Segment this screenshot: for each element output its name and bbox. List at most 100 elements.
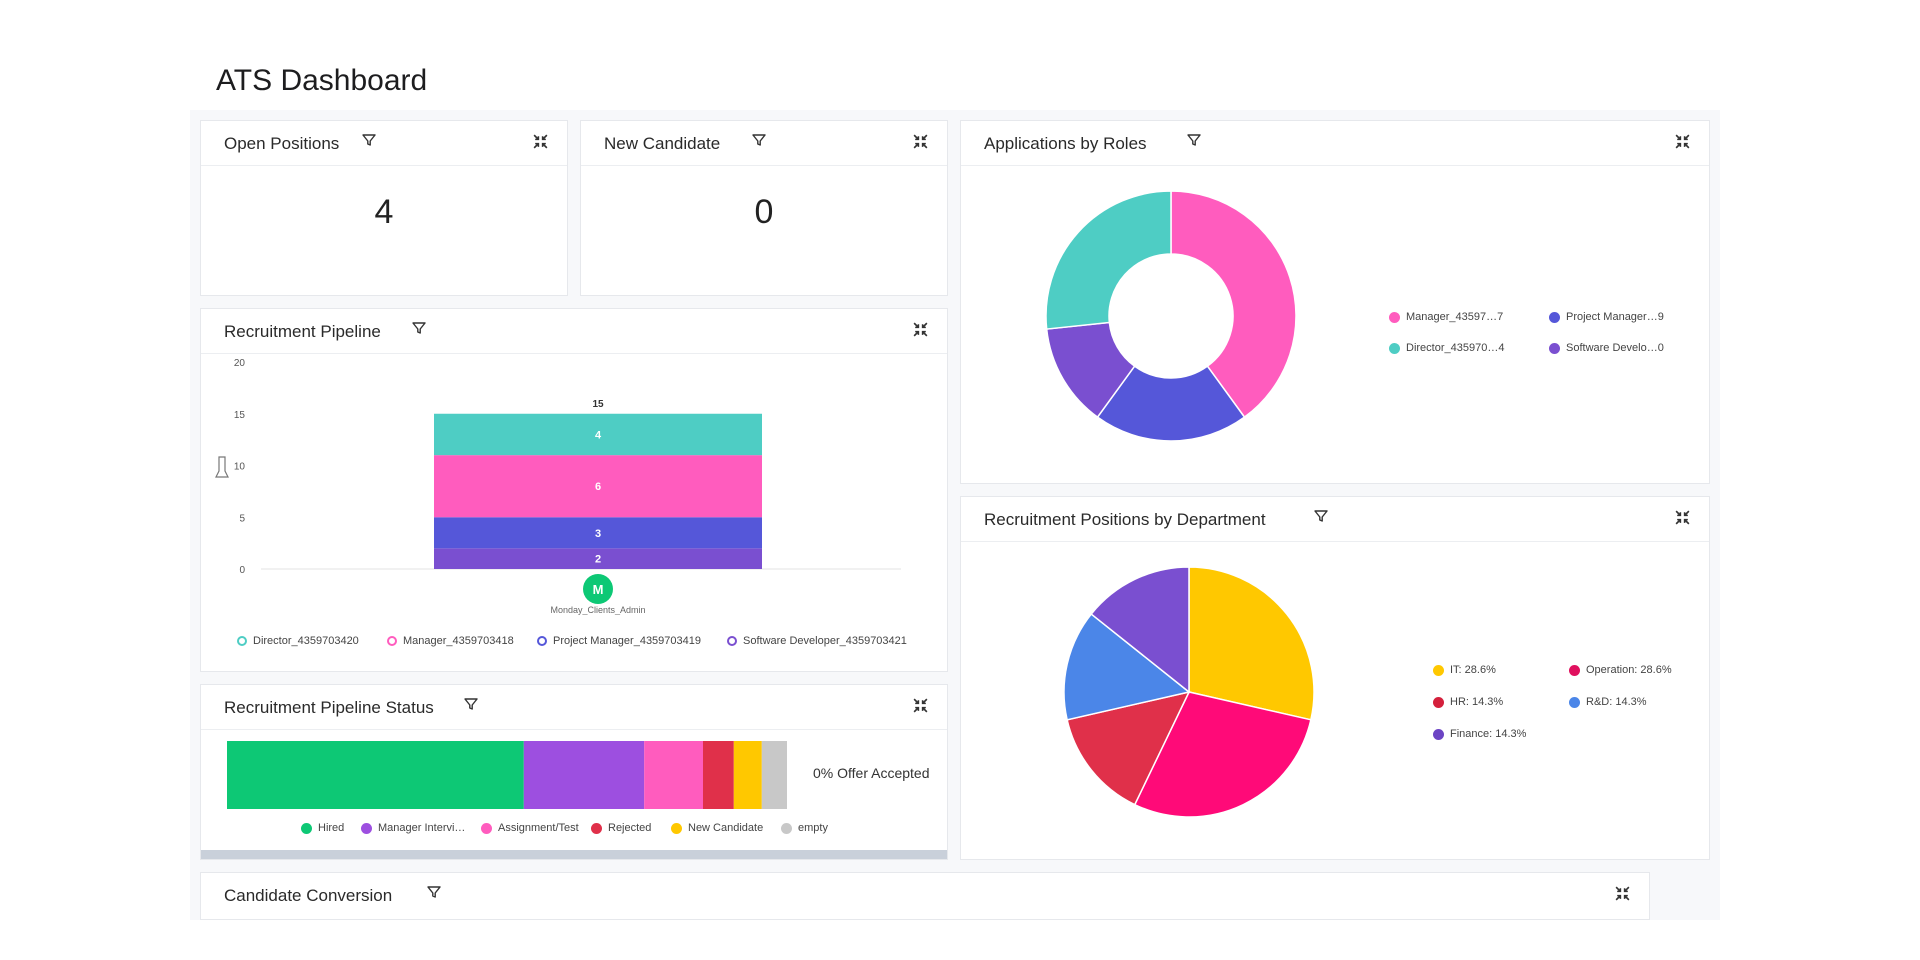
legend-label: Finance: 14.3% [1450,728,1527,740]
pipeline-status-bar [227,741,787,809]
legend-marker [237,636,247,646]
filter-icon[interactable] [1186,132,1202,148]
card-horizontal-scrollbar[interactable] [201,850,947,859]
pie-slice[interactable] [1188,566,1315,721]
legend-marker [1433,664,1444,676]
pie-slice[interactable] [1063,613,1191,721]
pie-slice[interactable] [1045,190,1172,330]
legend-item[interactable]: IT: 28.6% [1433,664,1496,676]
status-bar-segment[interactable] [703,741,734,809]
status-bar-segment[interactable] [761,741,787,809]
legend-item[interactable]: Hired [301,822,344,834]
segment-value-label: 6 [595,481,601,493]
y-tick-label: 0 [239,565,245,576]
expand-icon[interactable] [912,697,929,714]
status-bar-segment[interactable] [227,741,524,809]
stacked-bar-segment[interactable] [434,455,762,518]
legend-marker [671,822,682,834]
stacked-bar-segment[interactable] [434,548,762,569]
card-title: Recruitment Pipeline Status [224,698,434,717]
legend-label: Director_4359703420 [253,635,359,647]
expand-icon[interactable] [1614,885,1631,902]
legend-marker [1569,664,1580,676]
legend-item[interactable]: HR: 14.3% [1433,696,1503,708]
legend-item[interactable]: Software Developer_4359703421 [727,635,907,647]
legend-marker [781,822,792,834]
legend-marker [1389,311,1400,323]
status-bar-segment[interactable] [644,741,703,809]
legend-marker [1433,728,1444,740]
legend-item[interactable]: empty [781,822,828,834]
card-header: Applications by Roles [961,121,1709,166]
card-header: Open Positions [201,121,567,166]
page-header: ATS Dashboard [190,50,1720,110]
filter-icon[interactable] [411,320,427,336]
legend-marker [1549,342,1560,354]
category-avatar[interactable] [583,574,613,604]
bar-total-label: 15 [592,399,604,410]
filter-icon[interactable] [426,884,442,900]
legend-item[interactable]: Operation: 28.6% [1569,664,1672,676]
open-positions-value: 4 [374,193,394,231]
status-bar-segment[interactable] [523,741,645,809]
legend-label: New Candidate [688,822,764,834]
card-title: Recruitment Pipeline [224,322,381,341]
filter-icon[interactable] [1313,508,1329,524]
legend-item[interactable]: Director_435970…4 [1389,342,1504,354]
filter-icon[interactable] [361,132,377,148]
legend-marker [361,822,372,834]
axis-glyph [215,456,229,478]
card-header: New Candidate [581,121,947,166]
status-bar-segment[interactable] [733,741,762,809]
stacked-bar-segment[interactable] [434,517,762,549]
legend-item[interactable]: Finance: 14.3% [1433,728,1526,740]
legend-label: Project Manager…9 [1566,311,1664,323]
pie-slice[interactable] [1096,365,1246,442]
legend-label: Manager_4359703418 [403,635,514,647]
expand-icon[interactable] [1674,133,1691,150]
expand-icon[interactable] [912,321,929,338]
legend-item[interactable]: Manager Intervi… [361,822,465,834]
applications-legend: Manager_43597…7 Project Manager…9 Director… [1389,311,1709,371]
legend-marker [727,636,737,646]
pie-slice[interactable] [1133,691,1312,818]
pie-slice[interactable] [1066,690,1191,806]
expand-icon[interactable] [912,133,929,150]
pie-slice[interactable] [1170,190,1297,419]
legend-marker [591,822,602,834]
legend-label: Hired [318,822,345,834]
card-title: Candidate Conversion [224,886,393,905]
stacked-bar-segment[interactable] [434,413,762,456]
legend-item[interactable]: R&D: 14.3% [1569,696,1647,708]
legend-item[interactable]: Director_4359703420 [237,635,359,647]
category-label: Monday_Clients_Admin [550,605,645,615]
department-legend: IT: 28.6% Operation: 28.6% HR: 14.3% R&D: 1… [1433,664,1703,754]
pie-slice[interactable] [1090,566,1190,694]
legend-item[interactable]: Project Manager_4359703419 [537,635,701,647]
applications-donut-chart [1045,190,1297,442]
card-header: Recruitment Pipeline Status [201,685,947,730]
legend-item[interactable]: Manager_4359703418 [387,635,514,647]
legend-item[interactable]: Manager_43597…7 [1389,311,1503,323]
expand-icon[interactable] [532,133,549,150]
legend-label: Software Developer_4359703421 [743,635,907,647]
category-avatar-letter: M [593,582,604,597]
legend-label: Manager_43597…7 [1406,311,1504,323]
positions-by-department-card: Recruitment Positions by Department IT: … [960,496,1710,860]
legend-item[interactable]: New Candidate [671,822,763,834]
y-tick-label: 20 [234,358,246,369]
legend-item[interactable]: Project Manager…9 [1549,311,1664,323]
legend-marker [1389,342,1400,354]
department-pie-chart [1063,566,1315,818]
filter-icon[interactable] [463,696,479,712]
card-header: Candidate Conversion [201,873,1649,918]
legend-label: Manager Intervi… [378,822,466,834]
expand-icon[interactable] [1674,509,1691,526]
filter-icon[interactable] [751,132,767,148]
dashboard-page: ATS Dashboard Open Positions 4 New Candi… [190,50,1720,920]
legend-item[interactable]: Assignment/Test [481,822,579,834]
legend-item[interactable]: Software Develo…0 [1549,342,1664,354]
legend-item[interactable]: Rejected [591,822,651,834]
segment-value-label: 4 [595,429,602,441]
legend-label: HR: 14.3% [1450,696,1504,708]
